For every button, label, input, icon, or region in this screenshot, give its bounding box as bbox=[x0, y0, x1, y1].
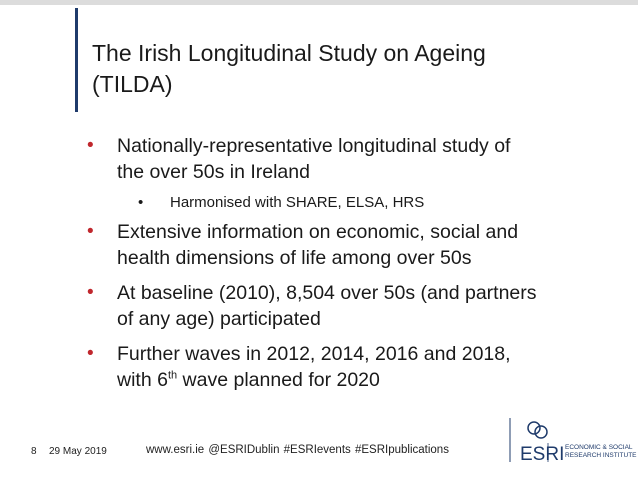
bullet-text: the over 50s in Ireland bbox=[117, 161, 310, 183]
top-rule bbox=[0, 0, 638, 5]
bullet-text: with 6th wave planned for 2020 bbox=[117, 367, 614, 393]
ordinal-suffix: th bbox=[167, 369, 178, 382]
title-line-2: (TILDA) bbox=[92, 71, 173, 97]
esri-logo: ESRI bbox=[509, 418, 564, 464]
footer: 8 29 May 2019 www.esri.ie @ESRIDublin #E… bbox=[0, 443, 638, 463]
logo-text-line: ECONOMIC & SOCIAL bbox=[565, 444, 633, 451]
bullet-dot: • bbox=[87, 135, 94, 156]
bullet-text: of any age) participated bbox=[117, 308, 321, 330]
sub-bullet-item: • Harmonised with SHARE, ELSA, HRS bbox=[84, 193, 614, 213]
bullet-list: • Nationally-representative longitudinal… bbox=[84, 133, 614, 393]
bullet-text: Further waves in 2012, 2014, 2016 and 20… bbox=[117, 343, 511, 365]
bullet-text: Extensive information on economic, socia… bbox=[117, 221, 519, 243]
sub-bullet-text: Harmonised with SHARE, ELSA, HRS bbox=[170, 194, 425, 211]
bullet-text-suffix: wave planned for 2020 bbox=[177, 369, 380, 391]
bullet-dot: • bbox=[87, 221, 94, 242]
bullet-text: At baseline (2010), 8,504 over 50s (and … bbox=[117, 282, 537, 304]
bullet-item: • Extensive information on economic, soc… bbox=[84, 219, 614, 271]
sub-bullet-dot: • bbox=[138, 194, 144, 211]
bullet-item: • At baseline (2010), 8,504 over 50s (an… bbox=[84, 280, 614, 332]
bullet-dot: • bbox=[87, 343, 94, 364]
logo-text-line: RESEARCH INSTITUTE bbox=[565, 452, 637, 459]
title-accent-bar bbox=[75, 8, 78, 112]
page-number: 8 bbox=[31, 446, 37, 457]
bullet-text-prefix: with 6 bbox=[117, 369, 168, 391]
bullet-text: Nationally-representative longitudinal s… bbox=[117, 135, 511, 157]
title-line-1: The Irish Longitudinal Study on Ageing bbox=[92, 40, 486, 66]
bullet-text: health dimensions of life among over 50s bbox=[117, 247, 472, 269]
logo-text: ECONOMIC & SOCIAL RESEARCH INSTITUTE bbox=[565, 444, 637, 460]
bullet-dot: • bbox=[87, 282, 94, 303]
logo-wordmark: ESRI bbox=[520, 444, 564, 464]
slide-title: The Irish Longitudinal Study on Ageing (… bbox=[92, 38, 612, 100]
footer-date: 29 May 2019 bbox=[49, 446, 107, 457]
bullet-item: • Further waves in 2012, 2014, 2016 and … bbox=[84, 341, 614, 393]
bullet-item: • Nationally-representative longitudinal… bbox=[84, 133, 614, 185]
footer-links[interactable]: www.esri.ie @ESRIDublin #ESRIevents #ESR… bbox=[146, 444, 449, 456]
